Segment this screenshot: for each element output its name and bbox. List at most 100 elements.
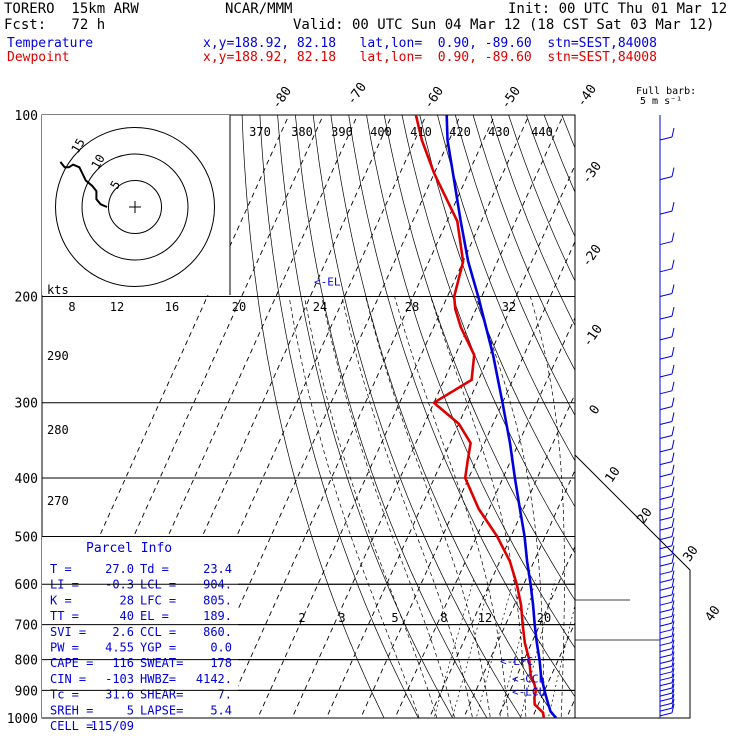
parcel-info-name: TT = bbox=[50, 609, 79, 623]
wind-barb-flag bbox=[671, 698, 675, 709]
hodograph-background bbox=[42, 115, 230, 295]
hodograph-speed-label: 8 bbox=[68, 300, 75, 314]
wind-barb-staff bbox=[659, 448, 673, 453]
wind-barb-flag bbox=[671, 570, 675, 580]
parcel-info-value: 40 bbox=[120, 609, 134, 623]
wind-barb-flag bbox=[671, 651, 675, 661]
isotherm bbox=[595, 102, 740, 731]
wind-barb-flag bbox=[671, 668, 675, 678]
wind-barb-staff bbox=[659, 702, 673, 707]
hodograph-speed-label: 32 bbox=[502, 300, 516, 314]
isotherm-label: -40 bbox=[574, 82, 600, 110]
moist-adiabat bbox=[475, 296, 544, 718]
theta-label: 430 bbox=[488, 125, 510, 139]
dry-adiabat bbox=[526, 115, 575, 238]
temperature-profile bbox=[445, 115, 558, 718]
parcel-info-name: LAPSE= bbox=[140, 703, 183, 717]
isotherm bbox=[394, 316, 575, 718]
wind-barb-staff bbox=[659, 210, 673, 215]
hodograph-ring-label: 10 bbox=[88, 152, 107, 172]
wind-barb-flag bbox=[671, 694, 675, 704]
moist-adiabat bbox=[365, 296, 491, 718]
isotherm bbox=[531, 621, 575, 718]
wind-barb-flag bbox=[671, 689, 675, 699]
wind-barb-flag bbox=[671, 620, 675, 630]
wind-barb-staff bbox=[659, 648, 673, 653]
wind-barb-flag bbox=[671, 327, 675, 337]
isotherm bbox=[154, 115, 427, 718]
wind-barb-flag bbox=[671, 673, 675, 683]
isotherm-label: 40 bbox=[702, 603, 723, 624]
parcel-info-box bbox=[42, 537, 238, 718]
hodograph-trace bbox=[59, 161, 108, 208]
dry-adiabat bbox=[383, 115, 575, 601]
level-marker: <-LCL bbox=[512, 686, 545, 699]
wind-barb-staff bbox=[659, 570, 673, 575]
dry-adiabat bbox=[295, 115, 488, 718]
isotherm bbox=[497, 545, 575, 718]
wind-barb-staff bbox=[659, 601, 673, 606]
parcel-info-name: SHEAR= bbox=[140, 688, 183, 702]
wind-barb-flag bbox=[671, 554, 675, 564]
wind-barb-flag bbox=[671, 578, 675, 588]
wind-barb-staff bbox=[659, 315, 673, 320]
dry-adiabat bbox=[561, 115, 575, 149]
parcel-info-name: YGP = bbox=[140, 641, 176, 655]
isotherm bbox=[664, 102, 740, 731]
parcel-info-value: 178 bbox=[210, 656, 232, 670]
wind-barb-flag bbox=[671, 397, 675, 407]
isotherm-label: -30 bbox=[579, 159, 605, 187]
isotherm-label: -70 bbox=[344, 80, 370, 108]
isotherm-label: -20 bbox=[579, 242, 605, 270]
wind-barb-staff bbox=[659, 176, 673, 181]
wind-barb-flag bbox=[671, 536, 675, 546]
wind-barb-flag bbox=[671, 508, 675, 518]
parcel-info-name: PW = bbox=[50, 641, 79, 655]
parcel-info-name: CELL = bbox=[50, 719, 93, 733]
level-marker: <-EL bbox=[314, 276, 341, 289]
isotherm-label: -50 bbox=[498, 84, 524, 112]
pressure-label: 800 bbox=[15, 654, 38, 669]
pressure-label: 600 bbox=[15, 578, 38, 593]
moist-adiabat bbox=[304, 296, 438, 718]
wind-barb-flag bbox=[671, 600, 675, 610]
dewpoint-legend-label: Dewpoint bbox=[7, 50, 70, 65]
wind-barb-flag bbox=[671, 627, 675, 637]
isotherm-label: -60 bbox=[421, 84, 447, 112]
pressure-label: 500 bbox=[15, 530, 38, 545]
wind-barb-flag bbox=[671, 364, 675, 375]
moist-adiabat bbox=[578, 297, 592, 731]
parcel-info-name: SREH = bbox=[50, 703, 93, 717]
wind-barb-staff bbox=[659, 241, 673, 246]
wind-barb-flag bbox=[671, 645, 675, 655]
hodograph-ring-label: 15 bbox=[68, 136, 87, 156]
wind-barb-staff bbox=[659, 336, 673, 341]
hodograph-speed-label: 24 bbox=[313, 300, 327, 314]
isotherm bbox=[325, 164, 575, 718]
wind-barb-staff bbox=[659, 622, 673, 627]
wind-barb-flag bbox=[671, 487, 675, 497]
parcel-info-value: 4142. bbox=[196, 672, 232, 686]
parcel-info-name: Td = bbox=[140, 562, 169, 576]
isotherm-label: 0 bbox=[587, 402, 604, 417]
wind-barb-staff bbox=[659, 526, 673, 531]
wind-barb-staff bbox=[659, 516, 673, 521]
hodograph-ring bbox=[108, 180, 162, 234]
hodograph-speed-label: 12 bbox=[110, 300, 124, 314]
dry-adiabat bbox=[437, 115, 575, 462]
wind-barb-staff bbox=[659, 615, 673, 620]
isotherm bbox=[188, 115, 461, 718]
wind-barb-staff bbox=[659, 629, 673, 634]
wind-barb-flag bbox=[671, 684, 675, 694]
isotherm-label: 20 bbox=[634, 505, 655, 526]
dry-adiabat bbox=[312, 115, 522, 718]
wind-barb-staff bbox=[659, 495, 673, 500]
wind-barb-flag bbox=[671, 347, 675, 357]
isotherm-label: 30 bbox=[680, 543, 701, 564]
temperature-legend-label: Temperature bbox=[7, 36, 94, 51]
parcel-info-value: 7. bbox=[218, 688, 232, 702]
isotherm bbox=[291, 115, 564, 718]
pressure-label: 200 bbox=[15, 291, 38, 306]
parcel-info-name: SVI = bbox=[50, 625, 86, 639]
pressure-label: 300 bbox=[15, 397, 38, 412]
